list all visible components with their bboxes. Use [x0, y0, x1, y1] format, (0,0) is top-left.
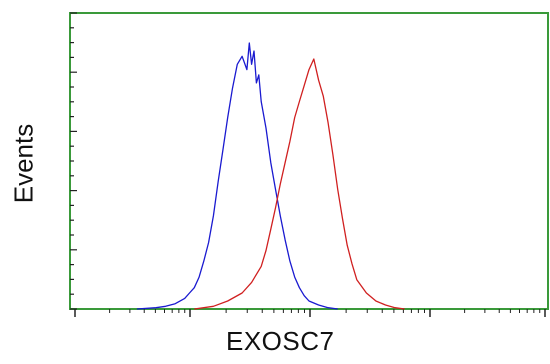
histogram-series-1 — [136, 42, 338, 310]
x-axis-label: EXOSC7 — [226, 326, 335, 356]
histogram-series-2 — [194, 58, 405, 310]
y-axis-label-container: Events — [4, 88, 44, 238]
y-axis-label: Events — [8, 123, 39, 203]
plot-frame — [69, 12, 549, 310]
